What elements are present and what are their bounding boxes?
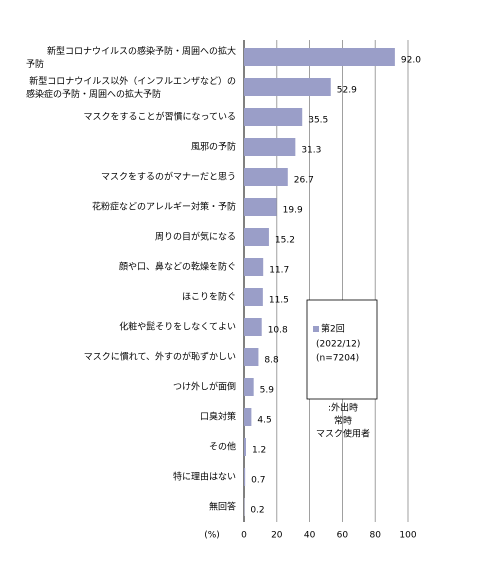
x-tick-label: 100 (399, 531, 416, 541)
bar (244, 228, 269, 246)
annotation: :外出時 (328, 402, 358, 414)
bar (244, 468, 245, 486)
bar (244, 78, 331, 96)
bar (244, 198, 277, 216)
y-tick-label: マスクに慣れて、外すのが恥ずかしい (84, 351, 236, 363)
value-label: 4.5 (257, 416, 271, 426)
bar (244, 288, 263, 306)
legend-label: 第2回 (321, 323, 345, 335)
y-tick-label: 口臭対策 (200, 411, 236, 423)
y-tick-label: ほこりを防ぐ (182, 291, 236, 303)
bar (244, 348, 258, 366)
y-tick-label: 新型コロナウイルス以外（インフルエンザなど）の感染症の予防・周囲への拡大予防 (26, 75, 236, 100)
y-tick-label: 化粧や髭そりをしなくてよい (119, 321, 236, 333)
value-label: 15.2 (275, 236, 295, 246)
bar (244, 318, 262, 336)
bar (244, 438, 246, 456)
label-line: 感染症の予防・周囲への拡大予防 (26, 88, 161, 100)
legend-note: (n=7204) (316, 354, 359, 364)
y-tick-label: 顔や口、鼻などの乾燥を防ぐ (119, 261, 236, 273)
value-label: 1.2 (252, 446, 266, 456)
x-tick-label: 20 (271, 531, 283, 541)
y-tick-label: 周りの目が気になる (155, 231, 236, 243)
value-label: 10.8 (268, 326, 288, 336)
y-tick-label: 無回答 (209, 501, 236, 513)
label-line: 新型コロナウイルスの感染予防・周囲への拡大 (47, 45, 236, 57)
bar (244, 258, 263, 276)
bar (244, 48, 395, 66)
value-label: 31.3 (301, 146, 321, 156)
value-label: 5.9 (260, 386, 275, 396)
value-label: 0.2 (250, 506, 264, 516)
label-line: 新型コロナウイルス以外（インフルエンザなど）の (29, 75, 236, 87)
x-tick-label: 40 (304, 531, 316, 541)
legend-swatch (313, 326, 319, 332)
label-line: 予防 (26, 58, 44, 70)
value-label: 11.7 (269, 266, 289, 276)
annotation: マスク使用者 (316, 428, 370, 440)
bar (244, 138, 295, 156)
bar (244, 108, 302, 126)
y-tick-label: 花粉症などのアレルギー対策・予防 (92, 201, 236, 213)
value-label: 52.9 (337, 86, 357, 96)
value-label: 92.0 (401, 56, 421, 66)
y-tick-label: その他 (209, 441, 236, 453)
bar (244, 408, 251, 426)
y-tick-label: 新型コロナウイルスの感染予防・周囲への拡大予防 (26, 45, 236, 70)
annotation: 常時 (334, 415, 352, 427)
y-tick-label: つけ外しが面倒 (173, 381, 236, 393)
x-tick-label: 80 (369, 531, 381, 541)
value-label: 0.7 (251, 476, 265, 486)
y-tick-label: マスクをするのがマナーだと思う (101, 171, 236, 183)
x-tick-label: 0 (241, 531, 247, 541)
legend-note: (2022/12) (316, 340, 360, 350)
y-tick-label: 特に理由はない (173, 471, 236, 483)
x-tick-label: 60 (337, 531, 349, 541)
value-label: 26.7 (294, 176, 314, 186)
value-label: 35.5 (308, 116, 328, 126)
bar (244, 378, 254, 396)
value-label: 19.9 (283, 206, 303, 216)
bar (244, 168, 288, 186)
x-axis-label: (%) (204, 531, 220, 541)
y-tick-label: 風邪の予防 (191, 141, 236, 153)
y-tick-label: マスクをすることが習慣になっている (83, 111, 236, 123)
value-label: 11.5 (269, 296, 289, 306)
value-label: 8.8 (264, 356, 279, 366)
legend-box (307, 300, 377, 399)
